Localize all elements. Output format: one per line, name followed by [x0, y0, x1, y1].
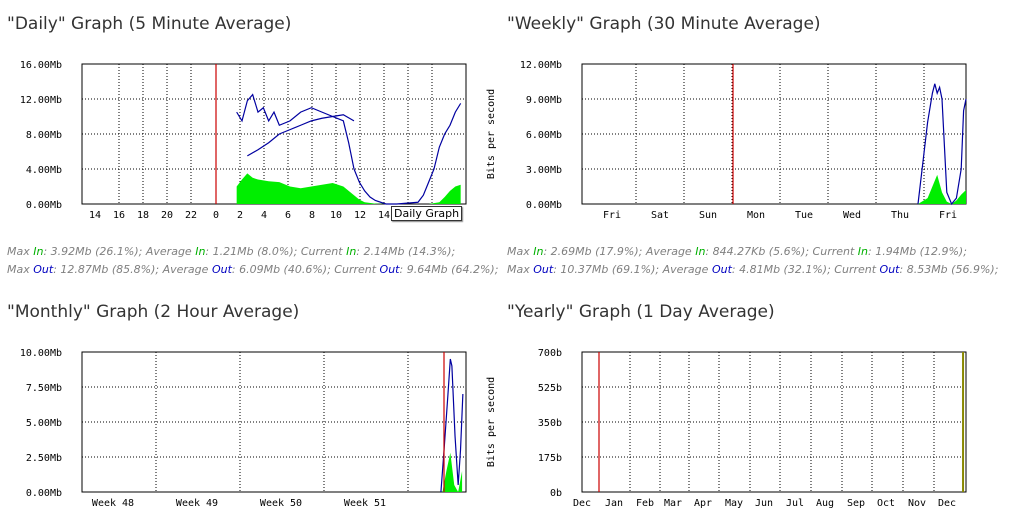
series-in-area	[918, 174, 966, 204]
x-tick-label: 10	[330, 210, 342, 221]
series-out-line	[917, 83, 967, 206]
weekly-stats: Max In: 2.69Mb (17.9%); Average In: 844.…	[507, 243, 998, 279]
y-tick-label: 0.00Mb	[526, 200, 562, 211]
x-tick-label: Sat	[651, 210, 669, 221]
y-tick-label: 9.00Mb	[526, 95, 562, 106]
x-tick-label: 18	[137, 210, 149, 221]
y-tick-label: 3.00Mb	[526, 165, 562, 176]
x-tick-label: 2	[237, 210, 243, 221]
x-tick-label: 12	[354, 210, 366, 221]
x-tick-label: Week 51	[344, 498, 386, 509]
y-tick-label: 4.00Mb	[26, 165, 62, 176]
x-tick-label: Jul	[786, 498, 804, 509]
y-tick-label: 6.00Mb	[526, 130, 562, 141]
x-tick-label: Dec	[938, 498, 956, 509]
series-in-area	[442, 452, 463, 492]
y-tick-label: 12.00Mb	[20, 95, 62, 106]
y-tick-label: 8.00Mb	[26, 130, 62, 141]
x-tick-label: 22	[185, 210, 197, 221]
daily-stats-out-line: Max Out: 12.87Mb (85.8%); Average Out: 6…	[7, 263, 499, 276]
y-tick-label: 700b	[538, 348, 562, 359]
y-tick-label: 0.00Mb	[26, 200, 62, 211]
x-tick-label: 16	[113, 210, 125, 221]
weekly-in-cur: 1.94Mb (12.9%)	[875, 245, 964, 258]
yearly-graph-title: "Yearly" Graph (1 Day Average)	[507, 302, 775, 322]
daily-in-cur: 2.14Mb (14.3%)	[363, 245, 452, 258]
x-tick-label: Tue	[795, 210, 813, 221]
x-tick-label: 14	[378, 210, 390, 221]
monthly-graph-chart: 0.00Mb 2.50Mb 5.00Mb 7.50Mb 10.00Mb Week 48 We…	[20, 348, 467, 509]
y-tick-label: 350b	[538, 418, 562, 429]
x-tick-label: Fri	[603, 210, 621, 221]
x-tick-label: Mon	[747, 210, 765, 221]
x-tick-label: Wed	[843, 210, 861, 221]
y-tick-label: 5.00Mb	[26, 418, 62, 429]
x-tick-label: Sun	[699, 210, 717, 221]
x-tick-label: Dec	[573, 498, 591, 509]
x-tick-label: Fri	[939, 210, 957, 221]
y-tick-label: 0.00Mb	[26, 488, 62, 499]
y-tick-label: 0b	[550, 488, 562, 499]
weekly-graph-title: "Weekly" Graph (30 Minute Average)	[507, 14, 821, 34]
daily-out-max: 12.87Mb (85.8%)	[60, 263, 156, 276]
y-axis-label: Bits per second	[486, 89, 497, 179]
weekly-out-max: 10.37Mb (69.1%)	[560, 263, 656, 276]
x-tick-label: Feb	[636, 498, 654, 509]
x-tick-label: Week 48	[92, 498, 134, 509]
weekly-in-avg: 844.27Kb (5.6%)	[712, 245, 806, 258]
daily-in-max: 3.92Mb (26.1%)	[50, 245, 139, 258]
daily-graph-title: "Daily" Graph (5 Minute Average)	[7, 14, 292, 34]
y-tick-label: 2.50Mb	[26, 453, 62, 464]
x-tick-label: Thu	[891, 210, 909, 221]
x-tick-label: 20	[161, 210, 173, 221]
y-axis-label: Bits per second	[486, 377, 497, 467]
y-tick-label: 12.00Mb	[520, 60, 562, 71]
x-tick-label: Oct	[877, 498, 895, 509]
daily-graph-tooltip: Daily Graph	[391, 206, 463, 221]
x-tick-label: Jun	[755, 498, 773, 509]
y-tick-label: 175b	[538, 453, 562, 464]
weekly-out-avg: 4.81Mb (32.1%)	[739, 263, 828, 276]
series-out-line	[236, 93, 462, 205]
x-tick-label: Aug	[816, 498, 834, 509]
series-out-line-secondary	[247, 114, 355, 157]
x-tick-label: 4	[261, 210, 267, 221]
daily-out-cur: 9.64Mb (64.2%)	[406, 263, 495, 276]
y-tick-label: 16.00Mb	[20, 60, 62, 71]
daily-out-avg: 6.09Mb (40.6%)	[239, 263, 328, 276]
series-out-line	[440, 358, 464, 493]
y-tick-label: 525b	[538, 383, 562, 394]
x-tick-label: Sep	[847, 498, 865, 509]
weekly-out-cur: 8.53Mb (56.9%)	[906, 263, 995, 276]
series-in-area	[236, 173, 461, 204]
x-tick-label: Jan	[605, 498, 623, 509]
x-tick-label: Nov	[908, 498, 926, 509]
monthly-graph-title: "Monthly" Graph (2 Hour Average)	[7, 302, 300, 322]
daily-in-avg: 1.21Mb (8.0%)	[212, 245, 294, 258]
x-tick-label: 0	[213, 210, 219, 221]
x-tick-label: Week 49	[176, 498, 218, 509]
x-tick-label: May	[725, 498, 743, 509]
x-tick-label: Mar	[664, 498, 682, 509]
daily-stats: Max In: 3.92Mb (26.1%); Average In: 1.21…	[7, 243, 498, 279]
weekly-stats-out-line: Max Out: 10.37Mb (69.1%); Average Out: 4…	[507, 263, 999, 276]
weekly-graph-chart: 0.00Mb 3.00Mb 6.00Mb 9.00Mb 12.00Mb Fri Sat Sun…	[486, 60, 967, 221]
x-tick-label: Apr	[694, 498, 712, 509]
x-tick-label: 8	[309, 210, 315, 221]
x-tick-label: 6	[285, 210, 291, 221]
y-tick-label: 10.00Mb	[20, 348, 62, 359]
weekly-stats-in-line: Max In: 2.69Mb (17.9%); Average In: 844.…	[507, 245, 967, 258]
x-tick-label: Week 50	[260, 498, 302, 509]
weekly-in-max: 2.69Mb (17.9%)	[550, 245, 639, 258]
y-tick-label: 7.50Mb	[26, 383, 62, 394]
daily-stats-in-line: Max In: 3.92Mb (26.1%); Average In: 1.21…	[7, 245, 456, 258]
x-tick-label: 14	[89, 210, 101, 221]
